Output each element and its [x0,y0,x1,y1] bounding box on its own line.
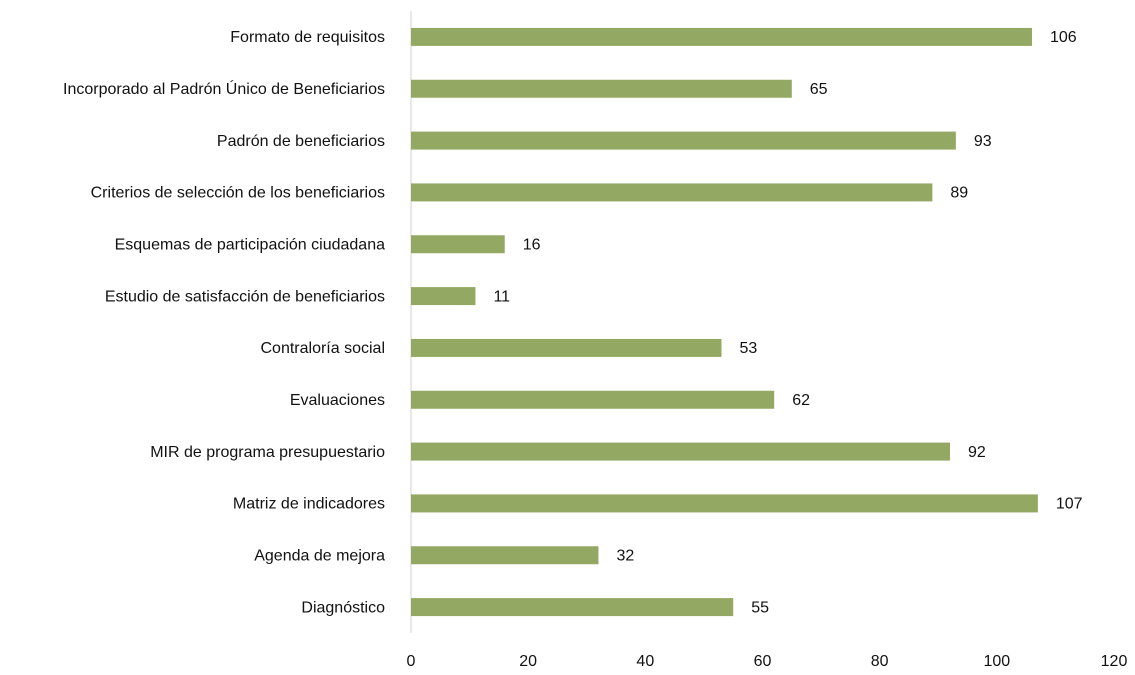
data-label: 65 [810,81,828,98]
y-tick-label: Criterios de selección de los beneficiar… [91,185,385,202]
bar [411,79,792,98]
data-label: 55 [751,599,769,616]
x-tick-label: 60 [754,653,772,670]
bar [411,390,775,409]
bar [411,235,505,254]
bar [411,131,956,150]
bar [411,494,1038,513]
data-label: 92 [968,444,986,461]
y-tick-label: Diagnóstico [301,599,385,616]
y-tick-label: Agenda de mejora [254,547,385,564]
data-label: 53 [739,340,757,357]
x-tick-label: 100 [983,653,1010,670]
data-label: 106 [1050,29,1077,46]
bar [411,442,950,461]
bar [411,27,1032,46]
y-tick-label: Esquemas de participación ciudadana [115,236,386,253]
y-tick-label: Incorporado al Padrón Único de Beneficia… [63,79,385,98]
bar [411,546,599,565]
bar [411,338,722,357]
y-tick-label: Padrón de beneficiarios [217,133,385,150]
x-tick-label: 0 [407,653,416,670]
data-label: 107 [1056,496,1083,513]
y-tick-label: Evaluaciones [290,392,385,409]
y-tick-label: Matriz de indicadores [233,496,385,513]
data-label: 11 [493,288,510,305]
x-tick-label: 120 [1101,653,1128,670]
bar [411,598,734,617]
x-tick-label: 20 [519,653,537,670]
data-label: 32 [616,547,634,564]
y-tick-label: MIR de programa presupuestario [150,444,385,461]
y-tick-label: Contraloría social [261,340,386,357]
y-tick-label: Estudio de satisfacción de beneficiarios [105,288,385,305]
y-tick-label: Formato de requisitos [230,29,385,46]
bar [411,287,476,306]
data-label: 89 [950,185,968,202]
bar [411,183,933,202]
data-label: 16 [523,236,541,253]
data-label: 93 [974,133,992,150]
x-tick-label: 40 [636,653,654,670]
data-label: 62 [792,392,810,409]
x-tick-label: 80 [871,653,889,670]
